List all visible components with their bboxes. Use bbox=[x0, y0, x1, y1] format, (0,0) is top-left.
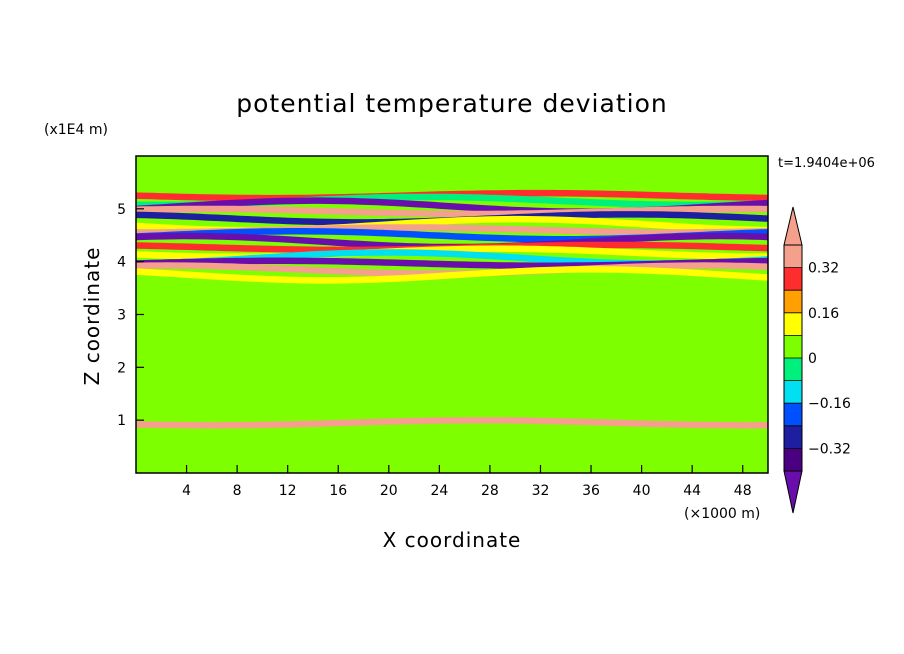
x-tick-label: 28 bbox=[481, 483, 499, 499]
colorbar-swatch bbox=[784, 245, 802, 268]
x-tick-label: 20 bbox=[380, 483, 398, 499]
x-tick-label: 24 bbox=[430, 483, 448, 499]
x-tick-label: 32 bbox=[532, 483, 550, 499]
colorbar-under-arrow bbox=[783, 470, 803, 514]
x-tick-label: 48 bbox=[734, 483, 752, 499]
colorbar-tick-label: 0.16 bbox=[808, 306, 839, 322]
x-tick-label: 12 bbox=[279, 483, 297, 499]
colorbar-tick-label: −0.32 bbox=[808, 441, 851, 457]
colorbar: 0.32 0.16 0 −0.16 −0.32 bbox=[783, 206, 851, 514]
y-unit-label: (x1E4 m) bbox=[44, 122, 108, 138]
colorbar-swatch bbox=[784, 425, 802, 449]
x-axis-label: X coordinate bbox=[383, 528, 522, 552]
colorbar-tick-label: −0.16 bbox=[808, 396, 851, 412]
colorbar-swatch bbox=[784, 358, 802, 381]
colorbar-swatch bbox=[784, 380, 802, 404]
contour-bands bbox=[136, 189, 768, 429]
contour-band bbox=[136, 262, 768, 277]
y-tick-label: 1 bbox=[117, 413, 126, 429]
y-tick-label: 5 bbox=[117, 202, 126, 218]
colorbar-tick-label: 0 bbox=[808, 351, 817, 367]
colorbar-swatch bbox=[784, 448, 802, 471]
contour-band bbox=[136, 193, 768, 209]
x-tick-label: 8 bbox=[233, 483, 242, 499]
colorbar-tick-label: 0.32 bbox=[808, 261, 839, 277]
colorbar-swatch bbox=[784, 267, 802, 291]
colorbar-swatch bbox=[784, 290, 802, 313]
contour-band bbox=[136, 232, 768, 251]
x-tick-label: 40 bbox=[633, 483, 651, 499]
y-tick-label: 3 bbox=[117, 308, 126, 324]
y-axis: 1 2 3 4 5 bbox=[117, 202, 144, 429]
plot-area bbox=[136, 156, 768, 473]
y-tick-label: 4 bbox=[117, 255, 126, 271]
x-axis: 4 8 12 16 20 24 28 32 36 40 44 48 bbox=[182, 465, 752, 499]
colorbar-swatch bbox=[784, 403, 802, 426]
contour-band bbox=[136, 266, 768, 284]
contour-band bbox=[136, 417, 768, 429]
x-unit-label: (×1000 m) bbox=[684, 506, 760, 522]
x-tick-label: 36 bbox=[582, 483, 600, 499]
colorbar-over-arrow bbox=[783, 206, 803, 246]
contour-band bbox=[136, 224, 768, 236]
y-tick-label: 2 bbox=[117, 360, 126, 376]
colorbar-swatch bbox=[784, 312, 802, 336]
colorbar-swatch bbox=[784, 335, 802, 358]
x-tick-label: 16 bbox=[329, 483, 347, 499]
x-tick-label: 4 bbox=[182, 483, 191, 499]
chart-title: potential temperature deviation bbox=[236, 89, 667, 118]
time-label: t=1.9404e+06 bbox=[778, 156, 875, 171]
y-axis-label: Z coordinate bbox=[80, 247, 104, 386]
x-tick-label: 44 bbox=[683, 483, 701, 499]
